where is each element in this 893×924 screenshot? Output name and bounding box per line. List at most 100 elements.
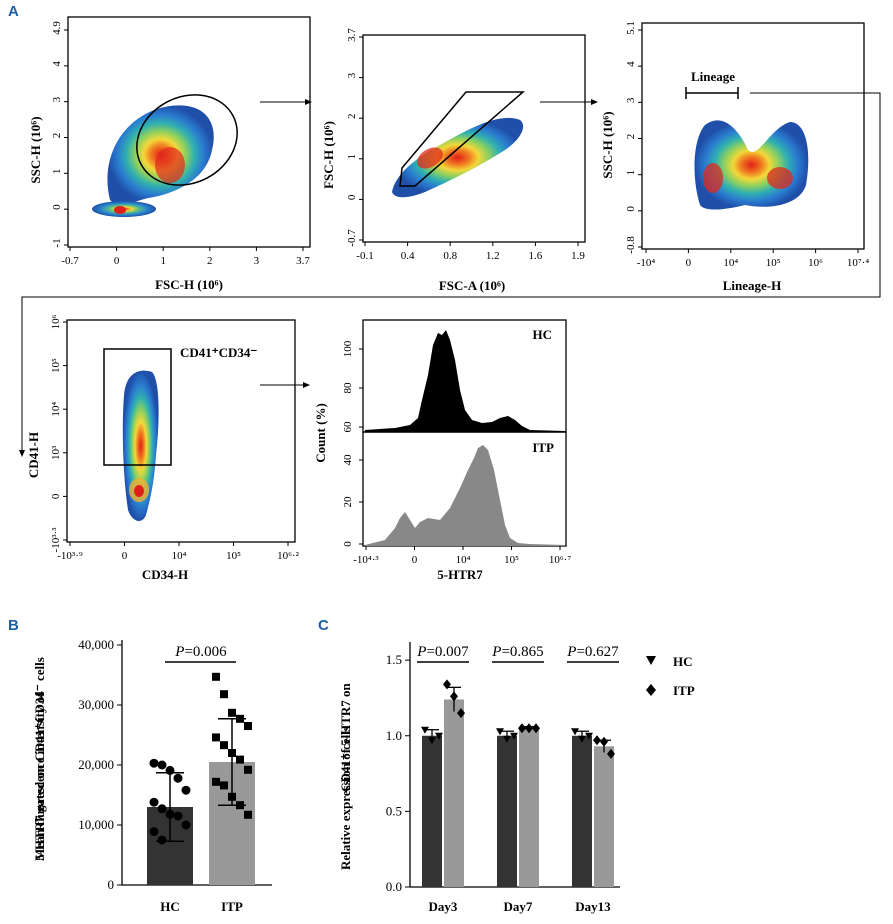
data-point-hc: [585, 732, 593, 740]
bar-hc-day7: [497, 735, 517, 887]
bar-hc-day3: [422, 735, 442, 887]
x-tick-label: 10⁶·²: [277, 550, 299, 562]
y-tick-label: 30,000: [78, 697, 114, 712]
y-tick-label: 40: [342, 454, 354, 466]
x-axis-label: CD34-H: [142, 567, 188, 582]
data-point-hc: [435, 732, 443, 740]
y-tick-label: -0.7: [346, 229, 358, 247]
y-tick-label: 3: [346, 72, 358, 78]
y-tick-label: 3: [51, 96, 63, 102]
y-tick-label: 4.9: [51, 21, 63, 35]
histogram-5htr7: HC ITP 60 80 100 0 20 40 -10⁴·³ 0 10⁴ 10⁵ 10⁶·⁷ C…: [313, 319, 571, 582]
bar-hc-day13: [572, 735, 592, 887]
data-point-itp: [212, 733, 220, 742]
data-point-hc: [149, 827, 159, 837]
ellipse-gate: [136, 94, 238, 186]
y-tick-label: 0: [51, 204, 63, 210]
y-axis-label: SSC-H (10⁶): [600, 111, 615, 178]
y-tick-label: 10,000: [78, 817, 114, 832]
y-tick-label: 20,000: [78, 757, 114, 772]
y-tick-label: 100: [342, 340, 354, 357]
panel-label-b: B: [8, 617, 19, 634]
x-tick-label: -0.7: [61, 255, 79, 267]
data-point-itp: [212, 672, 220, 681]
legend-label: HC: [673, 654, 693, 669]
x-category-label: HC: [160, 899, 180, 914]
y-tick-label: 3: [625, 97, 637, 103]
polygon-gate: [399, 91, 526, 187]
x-axis-label: FSC-A (10⁶): [439, 278, 505, 293]
x-category-label: Day3: [429, 899, 458, 914]
lineage-gate-label: Lineage: [691, 69, 735, 84]
y-tick-label: 4: [51, 61, 63, 67]
y-axis-label: Count (%): [313, 403, 328, 463]
x-tick-label: 0: [412, 554, 418, 566]
data-point-itp: [220, 781, 228, 790]
hc-histogram: [365, 330, 565, 432]
data-point-itp: [236, 755, 244, 764]
x-category-label: ITP: [221, 899, 243, 914]
data-point-hc: [503, 735, 511, 743]
data-point-hc: [571, 728, 579, 736]
bar-chart-relative-expression: Relative expression of 5-HTR7 on CD41⁺ c…: [338, 642, 695, 914]
x-tick-label: 10⁴: [456, 554, 471, 566]
data-point-itp: [600, 736, 608, 747]
data-point-hc: [510, 732, 518, 740]
cd41-gate-label: CD41⁺CD34⁻: [180, 345, 257, 360]
density-plot-fsca-fsch: -0.7 0 1 2 3 3.7 -0.1 0.4 0.8 1.2 1.6 1.9 FSC-H (1…: [321, 28, 586, 293]
data-point-itp: [607, 748, 615, 759]
data-point-itp: [236, 714, 244, 723]
x-tick-label: 1.9: [571, 250, 585, 262]
data-point-hc: [149, 797, 159, 807]
y-tick-label: 1: [346, 154, 358, 160]
data-point-hc: [181, 820, 191, 830]
y-tick-label: 5.1: [625, 21, 637, 35]
density-plot-cd34-cd41: CD41⁺CD34⁻ 10⁶ 10⁵ 10⁴ 10³ 0 -10³·³ -10³·⁹ 0 10…: [26, 314, 310, 582]
data-point-itp: [525, 723, 533, 734]
data-point-hc: [496, 728, 504, 736]
x-tick-label: 1: [160, 255, 166, 267]
data-point-itp: [532, 723, 540, 734]
data-point-itp: [228, 749, 236, 757]
y-tick-label: 10⁵: [50, 358, 62, 373]
y-tick-label: 1.0: [386, 728, 402, 743]
y-axis-label: FSC-H (10⁶): [321, 121, 336, 189]
itp-histogram: [365, 445, 565, 546]
data-point-itp: [228, 708, 236, 717]
x-tick-label: 0.8: [443, 250, 457, 262]
x-tick-label: 10⁵: [226, 550, 241, 562]
y-tick-label: 0: [346, 194, 358, 200]
x-tick-label: 10⁶: [808, 257, 823, 269]
x-tick-label: 3: [254, 255, 260, 267]
data-point-itp: [518, 723, 526, 734]
y-tick-label: 60: [342, 421, 354, 433]
x-tick-label: 10⁴: [172, 550, 187, 562]
y-tick-label: 2: [51, 133, 63, 139]
p-value-label: P=0.627: [566, 644, 619, 660]
data-point-itp: [457, 708, 465, 719]
y-tick-label: 3.7: [346, 28, 358, 42]
x-tick-label: 1.2: [486, 250, 500, 262]
data-point-itp: [244, 810, 252, 819]
y-axis-label: SSC-H (10⁶): [28, 116, 43, 183]
x-tick-label: 1.6: [529, 250, 543, 262]
x-axis-label: FSC-H (10⁶): [155, 277, 223, 292]
hc-histogram-label: HC: [533, 327, 553, 342]
y-tick-label: 2: [346, 113, 358, 119]
x-tick-label: 10⁵: [766, 257, 781, 269]
data-point-hc: [157, 835, 167, 845]
x-category-label: Day13: [575, 899, 611, 914]
p-value-label: P=0.007: [416, 644, 469, 660]
y-tick-label: 20: [342, 496, 354, 508]
data-point-itp: [236, 801, 244, 810]
y-tick-label: 0.0: [386, 879, 402, 894]
data-point-hc: [173, 773, 183, 783]
y-tick-label: 0: [625, 206, 637, 212]
bar-itp-day3: [444, 699, 464, 887]
data-point-itp: [212, 777, 220, 786]
data-point-hc: [421, 726, 429, 734]
itp-histogram-label: ITP: [532, 440, 554, 455]
data-point-hc: [157, 760, 167, 770]
y-tick-label: -10³·³: [50, 527, 62, 553]
